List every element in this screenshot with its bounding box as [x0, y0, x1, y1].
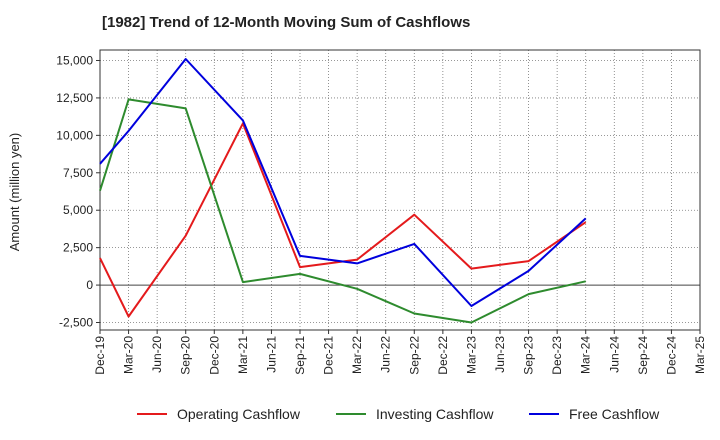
y-tick-label: 0 — [86, 278, 93, 292]
x-tick-label: Jun-21 — [264, 336, 278, 373]
x-tick-label: Sep-20 — [179, 336, 193, 375]
legend-label: Investing Cashflow — [376, 406, 494, 422]
series-line-investing-cashflow — [99, 98, 586, 324]
grid — [99, 50, 701, 330]
x-tick-label: Sep-21 — [293, 336, 307, 375]
y-tick-label: 5,000 — [63, 203, 93, 217]
x-tick-label: Dec-21 — [322, 336, 336, 375]
x-tick-label: Dec-24 — [664, 336, 678, 375]
y-axis-label: Amount (million yen) — [7, 133, 22, 252]
plot-frame — [99, 49, 701, 331]
y-tick-label: 12,500 — [56, 91, 93, 105]
x-tick-label: Jun-23 — [493, 336, 507, 373]
x-tick-label: Mar-25 — [693, 336, 707, 374]
y-tick-label: -2,500 — [59, 316, 93, 330]
x-tick-label: Mar-22 — [350, 336, 364, 374]
series-line-free-cashflow — [99, 58, 587, 307]
x-tick-label: Dec-19 — [93, 336, 107, 375]
y-tick-label: 7,500 — [63, 166, 93, 180]
x-tick-label: Sep-24 — [636, 336, 650, 375]
x-tick-label: Jun-22 — [379, 336, 393, 373]
chart-title: [1982] Trend of 12-Month Moving Sum of C… — [102, 14, 471, 31]
x-tick-label: Mar-20 — [122, 336, 136, 374]
series-line-operating-cashflow — [99, 122, 587, 318]
axes — [96, 49, 701, 334]
x-tick-label: Sep-23 — [522, 336, 536, 375]
legend: Operating Cashflow Investing Cashflow Free… — [137, 406, 660, 422]
legend-label: Free Cashflow — [569, 406, 660, 422]
y-tick-label: 2,500 — [63, 241, 93, 255]
x-tick-label: Jun-20 — [150, 336, 164, 373]
x-tick-label: Dec-20 — [207, 336, 221, 375]
x-tick-label: Dec-23 — [550, 336, 564, 375]
x-tick-label: Mar-21 — [236, 336, 250, 374]
y-tick-label: 15,000 — [56, 53, 93, 67]
y-tick-label: 10,000 — [56, 128, 93, 142]
x-tick-label: Mar-24 — [579, 336, 593, 374]
x-tick-label: Sep-22 — [407, 336, 421, 375]
legend-label: Operating Cashflow — [177, 406, 301, 422]
x-tick-label: Dec-22 — [436, 336, 450, 375]
x-tick-label: Jun-24 — [607, 336, 621, 373]
x-tick-label: Mar-23 — [464, 336, 478, 374]
series-lines — [99, 58, 587, 324]
tick-labels: -2,500 0 2,500 5,000 7,500 10,000 12,500 15,000… — [56, 53, 707, 374]
